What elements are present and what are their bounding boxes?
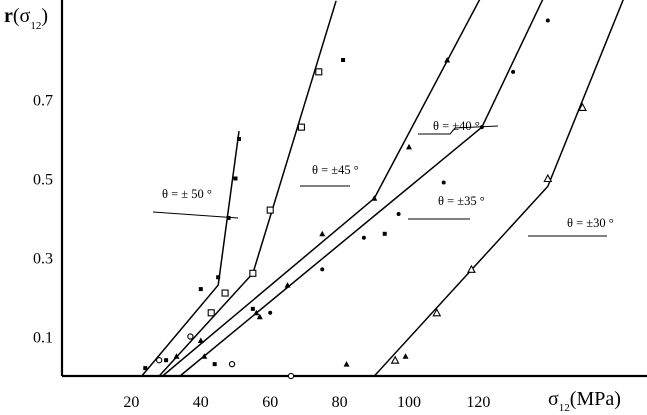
series-lines (141, 0, 624, 377)
x-tick-label: 60 (262, 394, 278, 411)
data-point (249, 269, 257, 277)
data-point (236, 137, 241, 141)
series-line-1 (141, 130, 240, 377)
data-point (543, 173, 553, 183)
data-point (297, 123, 305, 131)
data-point (156, 357, 163, 364)
data-point (341, 58, 346, 62)
data-point (382, 231, 387, 236)
data-point (221, 289, 229, 297)
x-axis-title-text: σ12(MPa) (548, 388, 621, 414)
data-point (266, 206, 274, 214)
x-tick-label: 100 (397, 394, 421, 411)
x-tick-label: 40 (193, 394, 209, 411)
data-point (287, 372, 295, 380)
data-point (268, 310, 273, 315)
y-tick-label: 0.3 (33, 251, 53, 268)
series-markers (143, 18, 587, 380)
x-axis-title: σ12(MPa) (548, 388, 621, 414)
data-point (361, 235, 366, 240)
axes (60, 0, 647, 378)
y-tick-label: 0.7 (33, 93, 53, 110)
data-point (226, 216, 231, 220)
data-point (207, 309, 215, 317)
series-labels: θ = ± 50 ° θ = ±45 ° θ = ±40 ° θ = ±35 ° θ =… (152, 119, 614, 237)
data-point (444, 57, 451, 63)
series-label-leader (152, 211, 239, 219)
data-point (315, 68, 323, 76)
data-point (320, 267, 325, 272)
series-label-3: θ = ±40 ° (433, 119, 480, 133)
data-point (250, 306, 255, 311)
data-point (578, 102, 587, 111)
data-point (545, 18, 550, 23)
data-point (511, 69, 516, 74)
data-point (402, 353, 409, 359)
series-label-1: θ = ± 50 ° (162, 187, 212, 201)
data-point (228, 360, 236, 368)
x-tick-label: 20 (123, 394, 139, 411)
data-point (187, 333, 194, 340)
series-label-leader (418, 125, 499, 135)
data-point (256, 313, 263, 320)
y-tick-label: 0.1 (33, 330, 53, 347)
data-point (371, 195, 378, 201)
x-tick-label: 120 (466, 394, 490, 411)
data-point (319, 230, 326, 237)
data-point (343, 361, 350, 367)
data-point (441, 180, 446, 185)
data-point (406, 143, 412, 150)
series-line-5 (373, 0, 624, 377)
x-tick-labels: 20 40 60 80 100 120 (123, 394, 490, 411)
data-point (396, 212, 401, 217)
data-point (467, 264, 476, 273)
series-label-5: θ = ±30 ° (567, 216, 614, 230)
series-label-2: θ = ±45 ° (312, 163, 359, 177)
data-point (143, 366, 148, 371)
data-point (233, 176, 238, 181)
data-point (201, 353, 208, 359)
y-axis-title-text: r(σ12) (4, 5, 48, 32)
data-point (216, 275, 221, 280)
data-point (253, 309, 260, 316)
y-axis-title: r(σ12) (4, 5, 48, 32)
data-point (284, 282, 291, 288)
data-point (197, 337, 204, 343)
y-tick-labels: 0.1 0.3 0.5 0.7 (33, 93, 53, 347)
data-point (198, 287, 203, 292)
y-tick-label: 0.5 (33, 172, 53, 189)
x-tick-label: 80 (332, 394, 348, 411)
series-label-4: θ = ±35 ° (438, 194, 485, 208)
data-point (212, 362, 217, 367)
data-point (390, 355, 400, 364)
series-line-4 (179, 0, 544, 377)
data-point (432, 308, 442, 317)
data-point (173, 353, 180, 359)
data-point (164, 358, 169, 363)
